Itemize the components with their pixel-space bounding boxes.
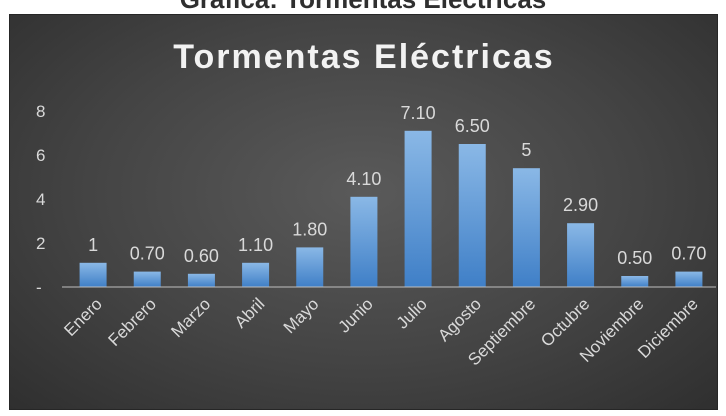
bar-noviembre — [621, 276, 649, 287]
data-label: 2.90 — [563, 195, 598, 215]
chart-area: Tormentas Eléctricas - 2 4 6 8 1 0.70 0.60 1.10… — [9, 14, 718, 410]
y-axis-labels: - 2 4 6 8 — [36, 102, 45, 297]
y-tick-label: 8 — [36, 102, 45, 121]
data-label: 0.50 — [617, 248, 652, 268]
data-label: 7.10 — [401, 103, 436, 123]
bar-diciembre — [675, 271, 703, 287]
bars — [79, 130, 703, 287]
x-tick-label: Mayo — [280, 294, 323, 337]
bar-agosto — [458, 144, 486, 287]
data-label: 0.60 — [184, 246, 219, 266]
x-tick-label: Diciembre — [634, 294, 702, 362]
page-caption: Gráfica: Tormentas Eléctricas — [0, 0, 726, 14]
data-label: 4.10 — [346, 169, 381, 189]
x-tick-label: Abril — [231, 294, 268, 331]
x-tick-label: Junio — [335, 294, 377, 336]
chart-title: Tormentas Eléctricas — [173, 38, 554, 76]
bar-julio — [404, 130, 432, 287]
x-tick-label: Julio — [393, 294, 431, 332]
y-tick-label: 4 — [36, 190, 45, 209]
bar-marzo — [187, 273, 215, 287]
bar-septiembre — [512, 168, 540, 287]
x-tick-label: Agosto — [434, 294, 485, 345]
y-tick-label: 6 — [36, 146, 45, 165]
bar-febrero — [133, 271, 161, 287]
data-label: 0.70 — [130, 244, 165, 264]
bar-enero — [79, 262, 107, 287]
x-tick-label: Febrero — [105, 294, 161, 350]
y-tick-label: - — [36, 278, 42, 297]
bar-octubre — [567, 223, 595, 287]
data-label: 0.70 — [671, 244, 706, 264]
bar-abril — [242, 262, 270, 287]
bar-chart: Tormentas Eléctricas - 2 4 6 8 1 0.70 0.60 1.10… — [36, 38, 716, 369]
x-tick-label: Enero — [60, 294, 106, 340]
data-labels: 1 0.70 0.60 1.10 1.80 4.10 7.10 6.50 5 2.90 0.50 0.… — [88, 103, 706, 268]
y-tick-label: 2 — [36, 234, 45, 253]
data-label: 1.80 — [292, 219, 327, 239]
x-tick-label: Marzo — [167, 294, 214, 341]
data-label: 5 — [521, 140, 531, 160]
top-strip: Gráfica: Tormentas Eléctricas — [0, 0, 726, 14]
data-label: 1 — [88, 235, 98, 255]
data-label: 6.50 — [455, 116, 490, 136]
bar-mayo — [296, 247, 324, 287]
data-label: 1.10 — [238, 235, 273, 255]
bar-junio — [350, 196, 378, 287]
